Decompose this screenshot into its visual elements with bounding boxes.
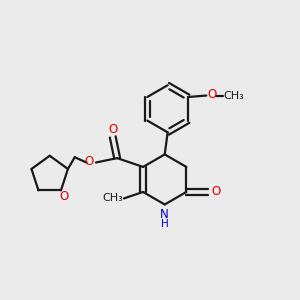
- Text: CH₃: CH₃: [223, 91, 244, 100]
- Text: O: O: [211, 185, 220, 199]
- Text: O: O: [85, 154, 94, 167]
- Text: O: O: [60, 190, 69, 203]
- Text: N: N: [160, 208, 169, 221]
- Text: O: O: [207, 88, 216, 100]
- Text: H: H: [161, 219, 169, 229]
- Text: CH₃: CH₃: [102, 193, 123, 203]
- Text: O: O: [108, 123, 117, 136]
